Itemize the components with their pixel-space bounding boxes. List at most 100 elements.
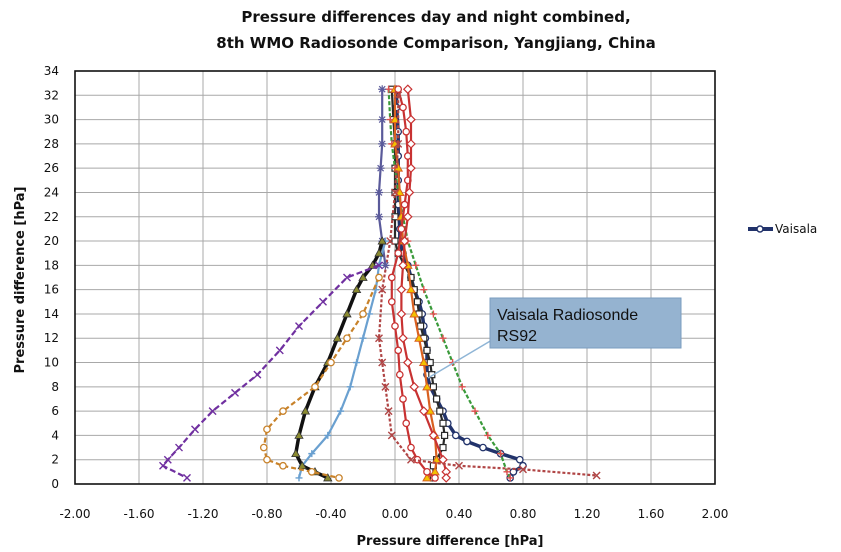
data-point xyxy=(300,406,311,415)
data-point xyxy=(425,406,436,415)
y-tick-label: 14 xyxy=(44,307,59,321)
data-point xyxy=(418,406,429,416)
data-point xyxy=(332,333,343,342)
y-tick-label: 2 xyxy=(51,453,59,467)
data-point xyxy=(387,431,396,440)
y-tick-label: 30 xyxy=(44,113,59,127)
data-point xyxy=(387,297,396,306)
data-point xyxy=(375,261,383,270)
data-point xyxy=(378,115,387,124)
data-point xyxy=(323,473,333,482)
callout: Vaisala Radiosonde RS92 xyxy=(427,297,682,379)
data-point xyxy=(377,236,387,245)
callout-pointer xyxy=(427,339,493,379)
series-6 xyxy=(375,91,601,480)
data-point xyxy=(386,237,395,246)
data-point xyxy=(402,357,413,368)
data-point xyxy=(394,91,403,100)
legend: Vaisala xyxy=(748,222,817,236)
data-point xyxy=(294,430,304,439)
series-11 xyxy=(159,261,383,482)
data-point xyxy=(395,370,404,379)
series-8 xyxy=(295,237,389,482)
data-point xyxy=(324,431,332,439)
data-point xyxy=(406,114,416,125)
data-point xyxy=(183,473,191,482)
data-point xyxy=(399,103,407,112)
data-point xyxy=(412,261,420,269)
data-point xyxy=(311,382,319,391)
data-point xyxy=(441,431,449,440)
data-point xyxy=(394,249,403,258)
data-point xyxy=(295,322,303,331)
data-point xyxy=(458,383,466,391)
y-tick-label: 20 xyxy=(44,234,59,248)
series-line xyxy=(297,240,387,479)
series-5 xyxy=(396,84,452,483)
data-point xyxy=(381,382,390,391)
x-tick-label: 1.60 xyxy=(638,507,665,521)
data-point xyxy=(378,285,387,294)
y-tick-label: 8 xyxy=(51,380,59,394)
data-point xyxy=(375,334,383,343)
y-tick-label: 6 xyxy=(51,404,59,418)
data-point xyxy=(346,383,354,391)
x-tick-label: -0.40 xyxy=(315,507,346,521)
data-point xyxy=(390,114,400,124)
data-point xyxy=(394,346,403,355)
y-tick-label: 4 xyxy=(51,428,59,442)
data-point xyxy=(431,474,439,482)
data-point xyxy=(384,407,393,416)
data-point xyxy=(422,472,432,482)
x-tick-label: -0.80 xyxy=(251,507,282,521)
data-point xyxy=(484,431,492,439)
y-tick-label: 10 xyxy=(44,356,59,370)
series-line xyxy=(294,240,384,480)
data-point xyxy=(409,308,420,318)
x-tick-label: 1.20 xyxy=(574,507,601,521)
data-point xyxy=(406,139,416,149)
data-point xyxy=(407,443,415,452)
series-line xyxy=(377,89,387,266)
series-line xyxy=(387,89,512,479)
data-point xyxy=(402,419,411,428)
data-point xyxy=(402,211,413,222)
data-point xyxy=(515,455,524,464)
callout-line1: Vaisala Radiosonde xyxy=(497,307,638,324)
data-point xyxy=(519,465,527,474)
data-point xyxy=(409,381,420,392)
data-point xyxy=(426,358,434,367)
chart-title-line1: Pressure differences day and night combi… xyxy=(241,8,630,26)
data-point xyxy=(263,455,271,464)
data-point xyxy=(307,468,316,476)
data-point xyxy=(353,359,361,367)
data-point xyxy=(433,395,441,403)
data-point xyxy=(391,322,399,330)
data-point xyxy=(365,310,373,318)
data-point xyxy=(387,273,396,282)
data-point xyxy=(463,437,471,446)
chart-title-line2: 8th WMO Radiosonde Comparison, Yangjiang… xyxy=(216,34,655,52)
data-point xyxy=(375,273,383,282)
data-point xyxy=(359,310,367,318)
data-point xyxy=(398,333,408,344)
data-point xyxy=(391,237,399,245)
data-point xyxy=(163,455,172,464)
x-axis-title: Pressure difference [hPa] xyxy=(357,534,544,549)
data-point xyxy=(335,474,343,482)
legend-swatch-marker xyxy=(756,225,764,233)
data-point xyxy=(374,248,384,257)
y-axis-title: Pressure difference [hPa] xyxy=(13,187,28,374)
data-point xyxy=(279,461,287,470)
data-point xyxy=(378,358,387,367)
x-tick-label: 0.80 xyxy=(510,507,537,521)
x-tick-labels: -2.00 -1.60 -1.20 -0.80 -0.40 0.00 0.40 0.80 1.2… xyxy=(59,507,728,521)
data-point xyxy=(506,474,514,482)
data-point xyxy=(406,163,416,174)
data-point xyxy=(351,284,362,294)
data-point xyxy=(439,334,447,342)
data-point xyxy=(394,85,403,94)
x-tick-label: -1.60 xyxy=(123,507,154,521)
data-point xyxy=(398,260,408,271)
x-tick-label: 0.00 xyxy=(382,507,409,521)
